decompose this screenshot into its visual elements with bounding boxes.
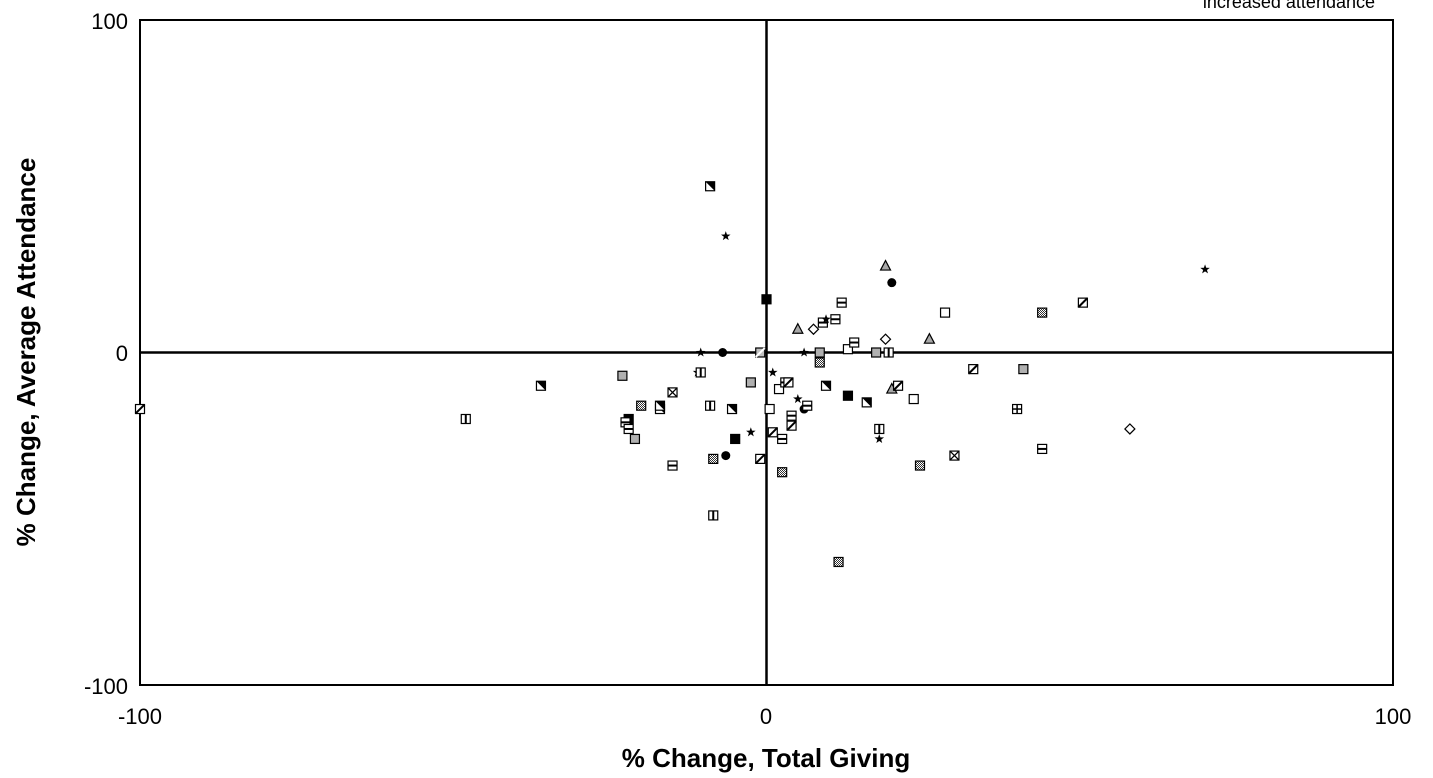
data-point <box>879 333 892 346</box>
data-point <box>721 231 731 241</box>
data-point <box>1077 297 1089 308</box>
data-point <box>821 314 831 324</box>
x-tick-label-zero: 0 <box>760 704 772 729</box>
data-point <box>1018 364 1029 375</box>
data-point <box>708 453 719 464</box>
data-point <box>721 451 731 461</box>
data-point <box>814 357 825 368</box>
data-point <box>1124 423 1136 435</box>
data-point <box>1037 443 1048 455</box>
data-point <box>629 433 641 445</box>
data-point <box>745 377 756 388</box>
data-point <box>802 400 813 411</box>
data-point <box>807 323 820 336</box>
quadrant-annotation: increased attendance <box>1203 0 1375 12</box>
data-point <box>726 403 738 415</box>
data-point <box>861 397 872 408</box>
data-point <box>777 467 788 478</box>
data-point <box>695 347 706 357</box>
x-tick-label-left: -100 <box>118 704 162 729</box>
data-point <box>460 413 471 425</box>
data-point <box>887 278 897 288</box>
data-point <box>908 393 919 405</box>
data-point <box>708 510 719 521</box>
data-point <box>777 433 788 445</box>
data-point <box>695 367 706 378</box>
data-point <box>939 307 951 318</box>
data-point <box>764 403 775 415</box>
data-point <box>786 420 797 431</box>
data-point <box>830 314 841 325</box>
data-point <box>874 433 885 443</box>
data-point <box>667 460 678 471</box>
data-point <box>842 390 854 401</box>
data-point <box>833 556 844 568</box>
data-point <box>892 380 904 391</box>
data-point <box>623 423 634 435</box>
data-point <box>705 400 716 411</box>
data-point <box>820 380 832 391</box>
y-tick-label-zero: 0 <box>116 341 128 366</box>
data-points <box>134 181 1210 568</box>
data-point <box>1037 307 1048 318</box>
data-point <box>883 347 894 358</box>
data-point <box>761 294 772 305</box>
data-point <box>1200 264 1210 274</box>
data-point <box>968 363 979 375</box>
data-point <box>730 433 741 445</box>
data-point <box>783 377 794 388</box>
data-point <box>1011 403 1023 415</box>
data-point <box>755 347 766 358</box>
y-tick-label-bottom: -100 <box>84 674 128 699</box>
y-tick-label-top: 100 <box>91 9 128 34</box>
data-point <box>814 347 825 358</box>
y-axis-title: % Change, Average Attendance <box>11 158 41 547</box>
data-point <box>768 367 778 377</box>
data-point <box>874 423 885 435</box>
data-point <box>786 410 797 421</box>
data-point <box>871 347 882 358</box>
data-point <box>791 322 804 334</box>
data-point <box>773 383 785 395</box>
data-point <box>134 403 146 415</box>
data-point <box>949 450 960 461</box>
x-axis-title: % Change, Total Giving <box>622 743 910 773</box>
data-point <box>746 427 756 437</box>
data-point <box>849 337 860 348</box>
data-point <box>617 370 628 381</box>
data-point <box>636 400 647 411</box>
data-point <box>793 394 803 404</box>
data-point <box>705 181 716 192</box>
x-tick-label-right: 100 <box>1375 704 1412 729</box>
data-point <box>923 332 936 344</box>
data-point <box>914 460 926 471</box>
data-point <box>842 344 854 355</box>
data-point <box>767 427 778 438</box>
data-point <box>718 348 728 357</box>
data-point <box>654 400 666 411</box>
data-point <box>836 297 847 308</box>
data-point <box>535 380 547 391</box>
data-point <box>667 387 678 398</box>
data-point <box>879 259 892 271</box>
data-point <box>755 453 766 465</box>
data-point <box>799 347 809 357</box>
